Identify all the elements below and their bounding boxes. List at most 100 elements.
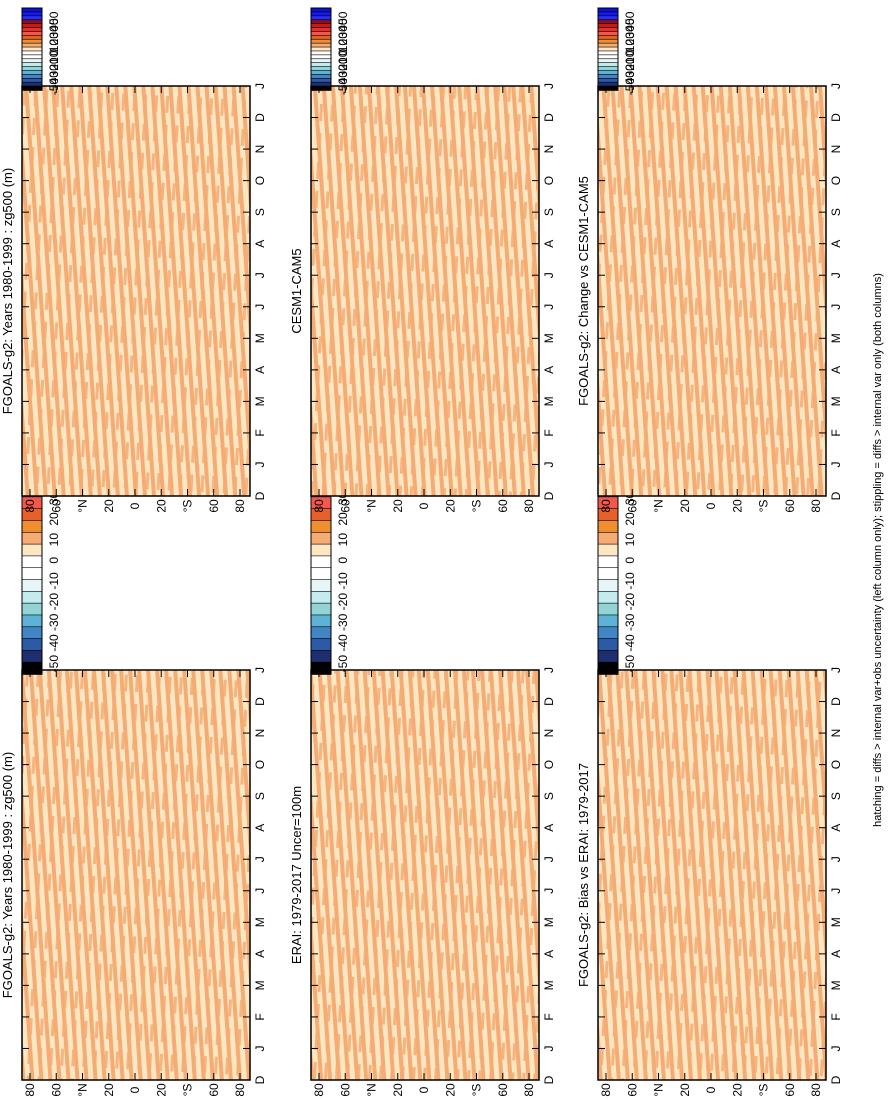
colorbar-label: -10 <box>623 572 637 590</box>
lat-label: 80 <box>599 1083 613 1097</box>
month-label: D <box>253 491 267 500</box>
month-label: D <box>253 697 267 706</box>
lat-label: 20 <box>391 1083 405 1097</box>
lat-label: °N <box>365 499 379 512</box>
colorbar-frame <box>310 7 332 91</box>
month-label: A <box>253 240 267 248</box>
lat-label: 20 <box>730 499 744 513</box>
lat-label: 60 <box>496 1083 510 1097</box>
colorbar-label: 50 <box>336 11 350 25</box>
month-label: M <box>829 333 843 343</box>
month-label: J <box>829 304 843 310</box>
month-label: D <box>829 697 843 706</box>
colorbar-label: 20 <box>623 32 637 46</box>
field-fill-overlay <box>311 670 539 1080</box>
colorbar-label: -30 <box>47 64 61 82</box>
month-label: J <box>542 856 556 862</box>
colorbar-swatch <box>21 650 43 663</box>
colorbar-label: -30 <box>623 613 637 631</box>
month-label: N <box>829 729 843 738</box>
colorbar-swatch <box>597 579 619 593</box>
colorbar-swatch <box>310 638 332 652</box>
month-label: J <box>253 272 267 278</box>
month-label: M <box>542 980 556 990</box>
lat-label: 80 <box>233 1083 247 1097</box>
plot-frame <box>597 669 827 1081</box>
colorbar-label: -20 <box>336 593 350 611</box>
colorbar-swatch <box>310 602 332 616</box>
panel-title: FGOALS-g2: Years 1980-1999 : zg500 (m) <box>0 752 15 998</box>
lat-label: 20 <box>443 1083 457 1097</box>
colorbar-swatch <box>21 520 43 534</box>
lat-label: 0 <box>417 1086 431 1093</box>
colorbar-label: 20 <box>336 32 350 46</box>
colorbar-label: -40 <box>47 71 61 89</box>
month-label: F <box>829 429 843 436</box>
colorbar-label: -20 <box>623 57 637 75</box>
lat-label: °S <box>757 500 771 513</box>
lat-label: 20 <box>154 1083 168 1097</box>
month-label: A <box>542 366 556 374</box>
month-label: M <box>253 333 267 343</box>
colorbar-swatch <box>597 543 619 557</box>
plot-frame <box>21 669 251 1081</box>
month-label: O <box>542 760 556 769</box>
month-label: S <box>829 792 843 800</box>
colorbar-label: -10 <box>623 50 637 68</box>
lat-label: °S <box>470 1084 484 1097</box>
colorbar-label: 20 <box>336 512 350 526</box>
plot-frame <box>21 85 251 497</box>
panel-6: FGOALS-g2: Change vs CESM1-CAM5 D J F M A M J J A… <box>576 7 843 513</box>
colorbar-label: 0 <box>623 557 637 564</box>
month-label: S <box>253 208 267 216</box>
lat-label: 80 <box>312 499 326 513</box>
lat-label: 80 <box>23 499 37 513</box>
colorbar-label: 10 <box>47 533 61 547</box>
panel-title: CESM1-CAM5 <box>289 248 304 333</box>
lat-label: 20 <box>154 499 168 513</box>
month-label: J <box>253 461 267 467</box>
month-label: A <box>542 824 556 832</box>
month-label: D <box>542 491 556 500</box>
plot-frame <box>310 669 540 1081</box>
month-label: F <box>542 1013 556 1020</box>
colorbar-label: 20 <box>623 512 637 526</box>
colorbar-label: -40 <box>623 634 637 652</box>
lat-label: 0 <box>704 502 718 509</box>
month-label: O <box>542 176 556 185</box>
colorbar-label: -10 <box>336 572 350 590</box>
month-label: J <box>542 83 556 89</box>
colorbar-swatch <box>310 661 332 675</box>
lat-label: 20 <box>391 499 405 513</box>
month-label: N <box>542 145 556 154</box>
lat-label: 80 <box>233 499 247 513</box>
plot-frame <box>310 85 540 497</box>
lat-label: 60 <box>625 499 639 513</box>
month-label: J <box>542 888 556 894</box>
month-label: F <box>542 429 556 436</box>
lat-label: 80 <box>522 499 536 513</box>
lat-label: 80 <box>809 499 823 513</box>
field-fill-overlay <box>598 670 826 1080</box>
month-label: N <box>253 729 267 738</box>
colorbar-label: 20 <box>47 32 61 46</box>
lat-label: 80 <box>312 1083 326 1097</box>
lat-label: 0 <box>417 502 431 509</box>
colorbar-swatch <box>597 520 619 534</box>
colorbar-label: 50 <box>623 11 637 25</box>
colorbar-label: 30 <box>623 25 637 39</box>
month-label: J <box>829 888 843 894</box>
lat-label: 60 <box>49 499 63 513</box>
colorbar-label: 10 <box>47 39 61 53</box>
lat-label: 20 <box>102 499 116 513</box>
month-label: M <box>542 917 556 927</box>
colorbar-swatch <box>310 520 332 534</box>
colorbar-label: -50 <box>623 78 637 96</box>
colorbar-swatch <box>310 591 332 604</box>
colorbar-swatch <box>597 626 619 640</box>
colorbar-swatch <box>597 531 619 545</box>
month-label: M <box>253 917 267 927</box>
lat-label: °S <box>181 500 195 513</box>
panel-2: FGOALS-g2: Years 1980-1999 : zg500 (m) D J… <box>0 7 267 513</box>
lat-label: 0 <box>704 1086 718 1093</box>
